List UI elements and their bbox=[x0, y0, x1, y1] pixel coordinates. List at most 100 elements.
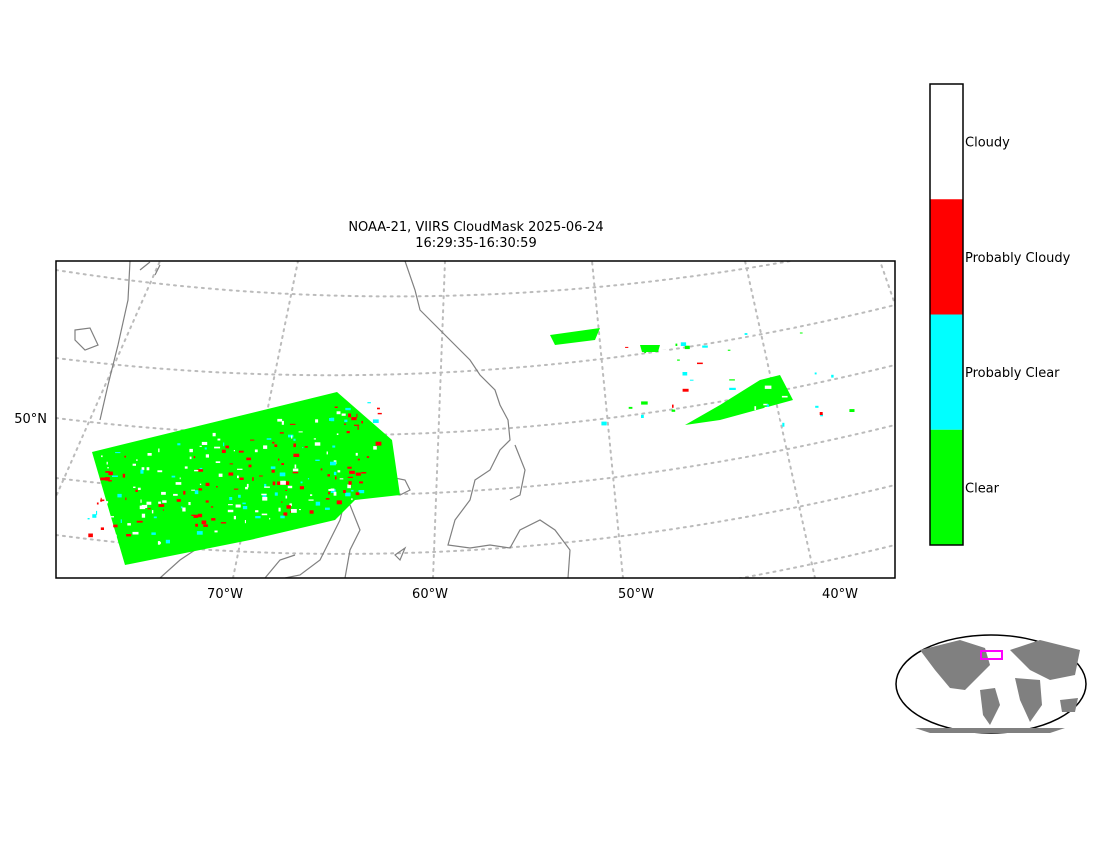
speckle bbox=[137, 487, 141, 490]
speckle bbox=[177, 443, 181, 446]
speckle bbox=[225, 445, 229, 449]
speckle bbox=[367, 399, 370, 401]
speckle bbox=[729, 387, 736, 390]
speckle bbox=[285, 495, 288, 499]
speckle bbox=[261, 493, 267, 496]
speckle bbox=[293, 438, 296, 441]
speckle bbox=[748, 333, 753, 337]
inset-globe bbox=[895, 634, 1087, 734]
speckle bbox=[261, 513, 268, 516]
speckle bbox=[307, 478, 310, 480]
speckle bbox=[851, 422, 857, 426]
cloud-swath bbox=[92, 328, 793, 565]
speckle bbox=[849, 361, 854, 366]
speckle bbox=[199, 467, 203, 470]
speckle bbox=[339, 478, 344, 480]
speckle bbox=[291, 435, 293, 439]
speckle bbox=[259, 475, 263, 477]
speckle bbox=[193, 515, 198, 518]
speckle bbox=[727, 349, 731, 351]
speckle bbox=[292, 468, 299, 472]
speckle bbox=[327, 474, 330, 477]
speckle bbox=[244, 520, 246, 524]
speckle bbox=[113, 524, 118, 528]
speckle bbox=[195, 523, 198, 527]
speckle bbox=[281, 501, 283, 503]
speckle bbox=[77, 551, 80, 555]
speckle bbox=[85, 519, 90, 523]
speckle bbox=[744, 333, 748, 335]
speckle bbox=[147, 453, 152, 456]
speckle bbox=[122, 473, 126, 478]
colorbar-frame bbox=[929, 83, 964, 546]
speckle bbox=[146, 467, 150, 471]
speckle bbox=[729, 379, 735, 381]
speckle bbox=[135, 489, 138, 492]
speckle bbox=[229, 463, 233, 465]
speckle bbox=[203, 524, 208, 527]
speckle bbox=[671, 409, 676, 412]
speckle bbox=[197, 469, 203, 472]
speckle bbox=[345, 492, 351, 497]
speckle bbox=[102, 501, 109, 504]
colorbar-segment bbox=[930, 199, 963, 315]
speckle bbox=[625, 346, 629, 348]
speckle bbox=[302, 447, 304, 449]
speckle bbox=[227, 509, 234, 513]
speckle bbox=[262, 496, 268, 501]
speckle bbox=[855, 358, 860, 360]
speckle bbox=[279, 432, 284, 434]
speckle bbox=[262, 494, 267, 499]
speckle bbox=[78, 558, 83, 561]
speckle bbox=[299, 509, 301, 511]
speckle bbox=[93, 522, 97, 524]
speckle bbox=[252, 477, 254, 481]
lon-label: 60°W bbox=[412, 587, 448, 602]
speckle bbox=[216, 486, 218, 488]
speckle bbox=[136, 459, 138, 461]
speckle bbox=[205, 454, 209, 458]
speckle bbox=[162, 509, 164, 511]
map-frame bbox=[55, 260, 896, 579]
speckle bbox=[308, 499, 314, 501]
speckle bbox=[277, 418, 283, 422]
speckle bbox=[289, 423, 296, 425]
speckle bbox=[283, 512, 288, 516]
speckle bbox=[682, 372, 688, 376]
speckle bbox=[198, 488, 203, 491]
speckle bbox=[87, 518, 90, 520]
speckle bbox=[330, 488, 335, 491]
speckle bbox=[299, 486, 304, 490]
cloud-speckles bbox=[77, 325, 864, 561]
speckle bbox=[255, 516, 261, 519]
speckle bbox=[763, 403, 768, 406]
speckle bbox=[210, 506, 214, 508]
speckle bbox=[151, 532, 156, 535]
speckle bbox=[377, 407, 380, 410]
speckle bbox=[255, 510, 259, 513]
speckle bbox=[191, 489, 195, 491]
speckle bbox=[189, 456, 192, 460]
speckle bbox=[283, 481, 290, 485]
speckle bbox=[162, 500, 167, 503]
speckle bbox=[205, 500, 209, 503]
speckle bbox=[672, 404, 674, 408]
speckle bbox=[335, 476, 337, 480]
speckle bbox=[689, 379, 694, 381]
speckle bbox=[235, 504, 241, 508]
speckle bbox=[218, 473, 223, 477]
speckle bbox=[300, 481, 303, 484]
speckle bbox=[837, 338, 839, 340]
speckle bbox=[298, 431, 303, 433]
map-subtitle: 16:29:35-16:30:59 bbox=[415, 236, 536, 251]
speckle bbox=[221, 449, 226, 453]
speckle bbox=[675, 343, 678, 346]
speckle bbox=[347, 476, 353, 478]
speckle bbox=[351, 489, 354, 492]
speckle bbox=[171, 475, 176, 478]
speckle bbox=[359, 481, 363, 484]
speckle bbox=[108, 480, 112, 482]
colorbar-label: Probably Cloudy bbox=[965, 251, 1071, 266]
speckle bbox=[780, 415, 784, 420]
speckle bbox=[315, 459, 320, 461]
